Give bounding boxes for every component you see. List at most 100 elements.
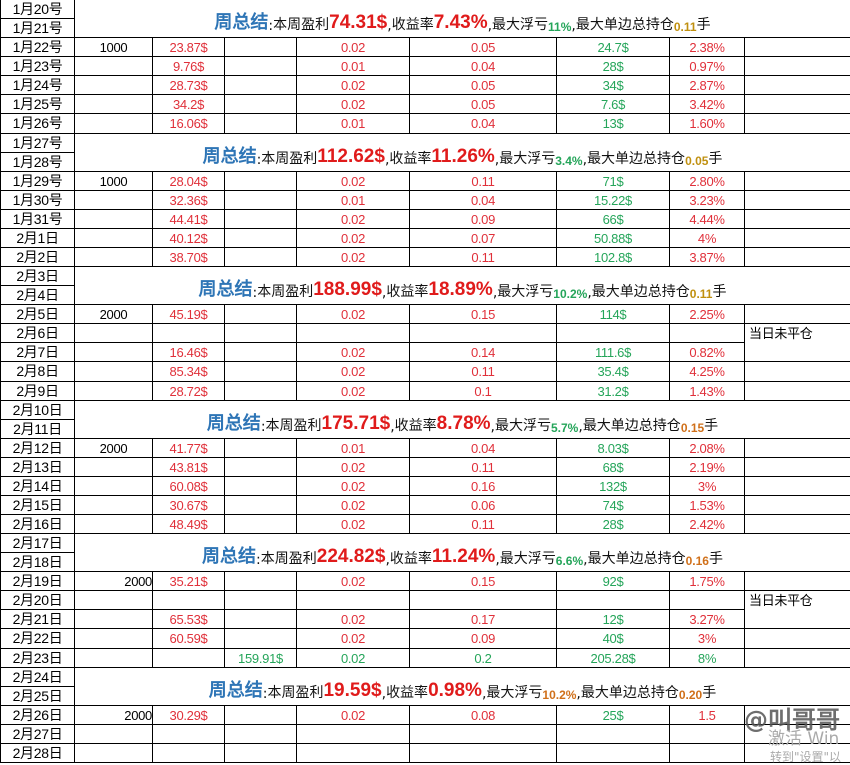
cell-lot[interactable]: 0.02 [297,172,410,191]
cell-d[interactable] [225,191,297,210]
cell-profit[interactable]: 30.29$ [153,706,225,725]
cell-h[interactable]: 2.87% [670,76,745,95]
cell-h[interactable]: 3.27% [670,610,745,629]
cell-h[interactable]: 3.87% [670,248,745,267]
cell-lot[interactable]: 0.02 [297,496,410,515]
date-cell[interactable]: 2月23日 [0,649,75,668]
cell-g[interactable]: 35.4$ [557,362,670,382]
cell-g[interactable]: 102.8$ [557,248,670,267]
cell-g[interactable]: 50.88$ [557,229,670,248]
cell-note[interactable] [745,248,850,267]
cell-h[interactable] [670,725,745,744]
cell-profit[interactable]: 28.72$ [153,382,225,401]
cell-e[interactable] [410,591,557,610]
cell-profit[interactable]: 16.46$ [153,343,225,362]
cell-d[interactable] [225,114,297,134]
cell-d[interactable] [225,706,297,725]
cell-cap[interactable] [75,57,153,76]
cell-cap[interactable] [75,610,153,629]
cell-d[interactable] [225,725,297,744]
cell-e[interactable]: 0.15 [410,572,557,591]
cell-note[interactable] [745,649,850,668]
cell-note[interactable] [745,95,850,114]
cell-lot[interactable]: 0.02 [297,610,410,629]
cell-d[interactable] [225,362,297,382]
date-cell[interactable]: 1月22号 [0,38,75,57]
date-cell[interactable]: 2月13日 [0,458,75,477]
cell-cap[interactable] [75,114,153,134]
cell-e[interactable]: 0.05 [410,95,557,114]
date-cell[interactable]: 1月31号 [0,210,75,229]
cell-cap[interactable] [75,229,153,248]
date-cell[interactable]: 2月9日 [0,382,75,401]
date-cell[interactable]: 2月6日 [0,324,75,343]
cell-profit[interactable]: 40.12$ [153,229,225,248]
cell-cap[interactable] [75,191,153,210]
cell-profit[interactable]: 60.59$ [153,629,225,649]
cell-h[interactable]: 2.42% [670,515,745,534]
cell-profit[interactable] [153,725,225,744]
date-cell[interactable]: 2月10日 [0,401,75,420]
cell-h[interactable]: 4.44% [670,210,745,229]
cell-h[interactable]: 3% [670,629,745,649]
cell-note[interactable] [745,362,850,382]
cell-h[interactable]: 1.53% [670,496,745,515]
cell-h[interactable]: 1.43% [670,382,745,401]
cell-g[interactable] [557,324,670,343]
cell-e[interactable]: 0.14 [410,343,557,362]
date-cell[interactable]: 2月12日 [0,439,75,458]
date-cell[interactable]: 2月11日 [0,420,75,439]
cell-profit[interactable]: 35.21$ [153,572,225,591]
cell-h[interactable]: 2.38% [670,38,745,57]
cell-note[interactable] [745,706,850,725]
cell-h[interactable]: 3.23% [670,191,745,210]
cell-e[interactable] [410,725,557,744]
cell-note[interactable] [745,114,850,134]
cell-g[interactable] [557,744,670,763]
cell-h[interactable]: 0.97% [670,57,745,76]
cell-profit[interactable]: 44.41$ [153,210,225,229]
cell-e[interactable] [410,324,557,343]
cell-g[interactable]: 40$ [557,629,670,649]
cell-profit[interactable]: 85.34$ [153,362,225,382]
date-cell[interactable]: 1月20号 [0,0,75,19]
cell-d[interactable] [225,76,297,95]
cell-cap[interactable] [75,515,153,534]
cell-lot[interactable]: 0.02 [297,382,410,401]
cell-d[interactable] [225,496,297,515]
cell-g[interactable]: 12$ [557,610,670,629]
cell-cap[interactable] [75,591,153,610]
date-cell[interactable]: 1月27号 [0,134,75,153]
date-cell[interactable]: 2月1日 [0,229,75,248]
cell-d[interactable] [225,458,297,477]
cell-note[interactable]: 当日未平仓 [749,326,813,341]
cell-note[interactable] [745,572,850,591]
cell-e[interactable]: 0.09 [410,210,557,229]
cell-e[interactable]: 0.17 [410,610,557,629]
cell-h[interactable]: 8% [670,649,745,668]
date-cell[interactable]: 2月20日 [0,591,75,610]
cell-h[interactable] [670,324,745,343]
cell-profit[interactable]: 28.73$ [153,76,225,95]
cell-g[interactable]: 25$ [557,706,670,725]
date-cell[interactable]: 2月28日 [0,744,75,763]
cell-e[interactable]: 0.09 [410,629,557,649]
cell-note[interactable] [745,172,850,191]
cell-lot[interactable]: 0.02 [297,343,410,362]
date-cell[interactable]: 1月23号 [0,57,75,76]
date-cell[interactable]: 1月30号 [0,191,75,210]
cell-g[interactable]: 68$ [557,458,670,477]
cell-h[interactable]: 2.08% [670,439,745,458]
cell-e[interactable]: 0.05 [410,76,557,95]
cell-h[interactable] [670,744,745,763]
date-cell[interactable]: 2月16日 [0,515,75,534]
cell-e[interactable]: 0.2 [410,649,557,668]
cell-lot[interactable]: 0.02 [297,572,410,591]
cell-profit[interactable] [153,744,225,763]
cell-cap[interactable]: 1000 [75,38,153,57]
cell-profit[interactable]: 48.49$ [153,515,225,534]
cell-d[interactable] [225,439,297,458]
cell-g[interactable]: 92$ [557,572,670,591]
date-cell[interactable]: 2月15日 [0,496,75,515]
cell-cap[interactable] [75,343,153,362]
